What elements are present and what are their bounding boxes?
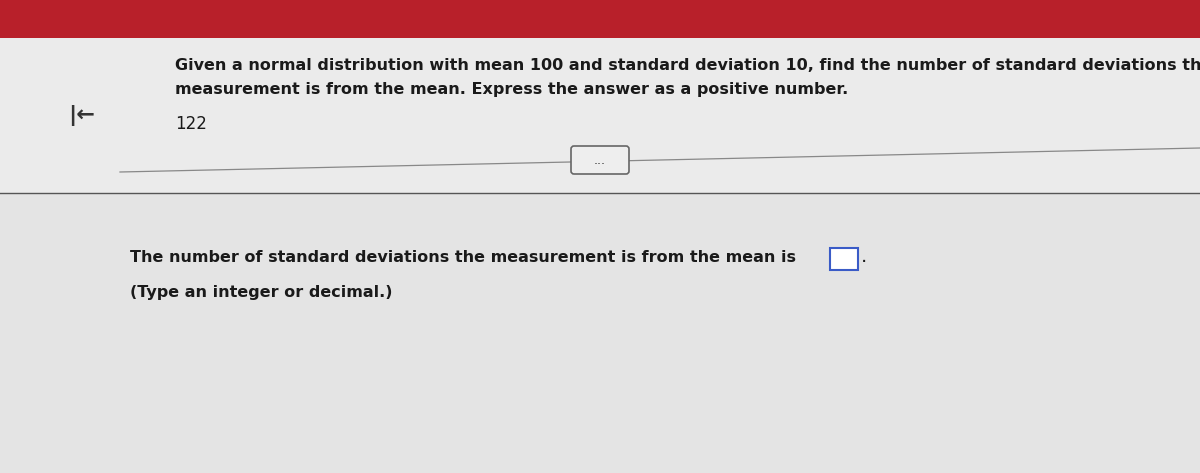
Text: ...: ...	[594, 154, 606, 166]
Bar	[0, 0, 1200, 38]
Text: (Type an integer or decimal.): (Type an integer or decimal.)	[130, 285, 392, 300]
Text: Given a normal distribution with mean 100 and standard deviation 10, find the nu: Given a normal distribution with mean 10…	[175, 58, 1200, 73]
Text: 122: 122	[175, 115, 206, 133]
Bar	[0, 193, 1200, 473]
Text: .: .	[862, 247, 868, 266]
Text: |←: |←	[68, 105, 96, 125]
FancyBboxPatch shape	[571, 146, 629, 174]
Bar	[830, 248, 858, 270]
Text: measurement is from the mean. Express the answer as a positive number.: measurement is from the mean. Express th…	[175, 82, 848, 97]
Text: The number of standard deviations the measurement is from the mean is: The number of standard deviations the me…	[130, 250, 796, 265]
Bar	[0, 38, 1200, 238]
